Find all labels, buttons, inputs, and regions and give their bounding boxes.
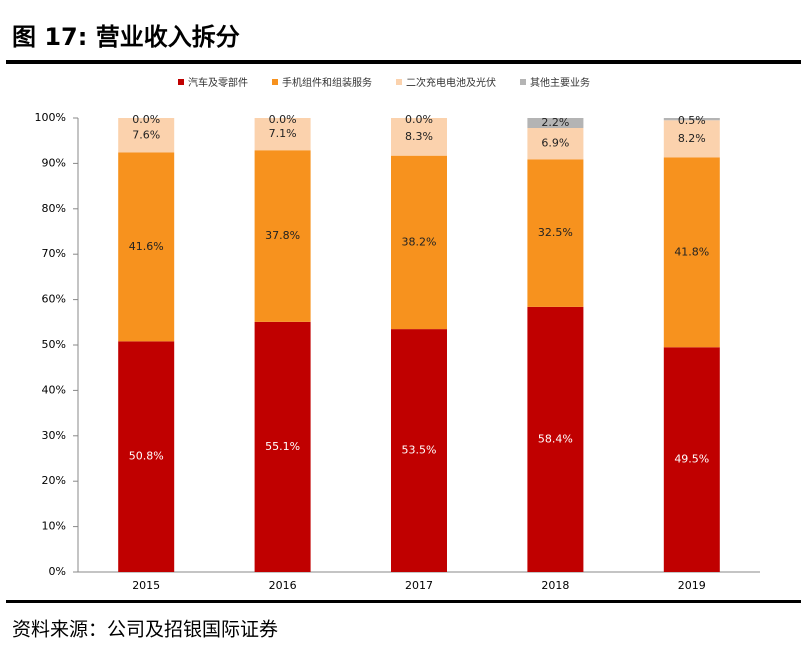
data-label: 0.5% — [678, 114, 706, 127]
legend-swatch — [178, 79, 184, 85]
y-tick-label: 100% — [35, 111, 66, 124]
data-label: 2.2% — [541, 116, 569, 129]
data-label: 55.1% — [265, 440, 300, 453]
bar-segment — [663, 347, 720, 572]
data-label: 41.8% — [674, 245, 709, 258]
bar-segment — [391, 329, 447, 572]
data-label: 8.2% — [678, 132, 706, 145]
y-tick-label: 40% — [42, 383, 66, 396]
bottom-rule — [6, 600, 801, 603]
bar-segment — [118, 152, 175, 342]
x-tick-label: 2015 — [132, 579, 160, 592]
source-note: 资料来源：公司及招银国际证券 — [12, 619, 278, 641]
y-tick-label: 50% — [42, 338, 66, 351]
data-label: 38.2% — [402, 235, 437, 248]
bar-segment — [254, 118, 311, 151]
x-tick-label: 2019 — [678, 579, 706, 592]
y-tick-label: 10% — [42, 520, 66, 533]
bar-segment — [527, 306, 584, 572]
data-label: 0.0% — [405, 113, 433, 126]
y-tick-label: 30% — [42, 429, 66, 442]
data-label: 50.8% — [129, 450, 164, 463]
x-tick-label: 2017 — [405, 579, 433, 592]
data-label: 53.5% — [402, 444, 437, 457]
legend-label: 其他主要业务 — [530, 76, 590, 89]
bar-segment — [118, 341, 175, 572]
bar-segment — [663, 120, 720, 158]
x-tick-label: 2018 — [541, 579, 569, 592]
y-tick-label: 60% — [42, 293, 66, 306]
data-label: 0.0% — [269, 113, 297, 126]
data-label: 41.6% — [129, 240, 164, 253]
legend-swatch — [272, 79, 278, 85]
data-label: 37.8% — [265, 229, 300, 242]
legend-label: 手机组件和组装服务 — [282, 76, 372, 89]
legend-label: 汽车及零部件 — [188, 76, 248, 89]
data-label: 7.6% — [132, 128, 160, 141]
data-label: 0.0% — [132, 113, 160, 126]
data-label: 8.3% — [405, 130, 433, 143]
bar-segment — [527, 159, 584, 307]
chart-title: 图 17: 营业收入拆分 — [12, 23, 240, 51]
y-tick-label: 70% — [42, 247, 66, 260]
data-label: 49.5% — [674, 453, 709, 466]
bar-segment — [391, 118, 447, 156]
data-label: 6.9% — [541, 137, 569, 150]
legend-label: 二次充电电池及光伏 — [406, 76, 496, 89]
top-rule — [6, 60, 801, 64]
bar-segment — [254, 150, 311, 322]
bar-segment — [527, 127, 584, 160]
bar-segment — [663, 157, 720, 348]
y-tick-label: 20% — [42, 474, 66, 487]
data-label: 58.4% — [538, 432, 573, 445]
x-tick-label: 2016 — [269, 579, 297, 592]
legend-swatch — [520, 79, 526, 85]
y-tick-label: 90% — [42, 156, 66, 169]
bar-segment — [118, 118, 175, 153]
data-label: 7.1% — [269, 127, 297, 140]
bar-segment — [527, 118, 584, 128]
data-label: 32.5% — [538, 226, 573, 239]
bar-segment — [663, 118, 720, 121]
legend-swatch — [396, 79, 402, 85]
y-tick-label: 80% — [42, 202, 66, 215]
bar-segment — [254, 321, 311, 572]
bar-segment — [391, 155, 447, 330]
y-tick-label: 0% — [49, 565, 66, 578]
